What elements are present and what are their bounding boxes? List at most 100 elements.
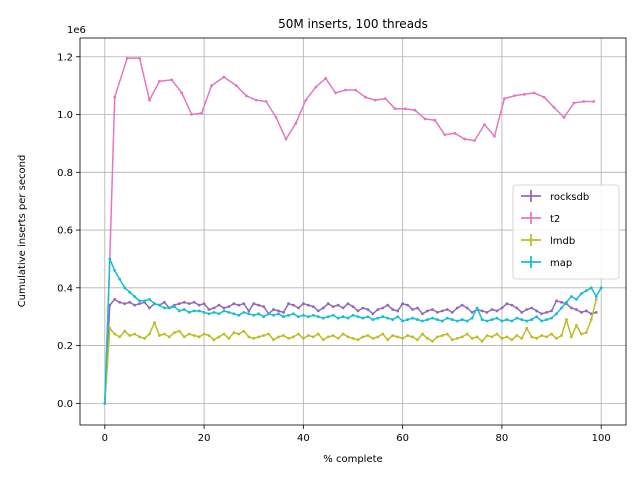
data-point-rocksdb [406, 303, 409, 307]
data-point-lmdb [167, 335, 171, 339]
data-point-lmdb [297, 332, 300, 336]
data-point-lmdb [406, 334, 409, 337]
data-point-lmdb [158, 334, 161, 337]
data-point-rocksdb [252, 302, 256, 306]
data-point-lmdb [490, 335, 494, 339]
data-point-rocksdb [435, 310, 439, 314]
data-point-map [103, 401, 107, 405]
data-point-rocksdb [376, 308, 380, 311]
data-point-map [247, 312, 251, 316]
data-point-lmdb [574, 323, 578, 327]
data-point-t2 [304, 98, 308, 102]
data-point-map [356, 315, 360, 319]
data-point-lmdb [252, 336, 256, 340]
data-point-rocksdb [118, 300, 122, 304]
data-point-map [336, 316, 340, 320]
data-point-map [366, 315, 370, 319]
data-point-lmdb [480, 339, 484, 343]
data-point-map [108, 257, 112, 261]
data-point-t2 [413, 108, 417, 112]
y-tick-label: 0.0 [57, 399, 73, 410]
data-point-map [450, 318, 454, 321]
data-point-t2 [463, 137, 467, 141]
data-point-rocksdb [495, 309, 499, 313]
data-point-t2 [453, 131, 457, 135]
data-point-map [118, 277, 122, 281]
data-point-rocksdb [148, 306, 151, 310]
data-point-map [232, 312, 236, 316]
data-point-lmdb [282, 334, 285, 337]
data-point-map [500, 319, 504, 323]
data-point-map [599, 286, 603, 290]
data-point-lmdb [426, 336, 429, 340]
data-point-t2 [138, 56, 141, 60]
y-tick-label: 1.0 [57, 110, 73, 121]
data-point-map [396, 315, 400, 319]
data-point-rocksdb [480, 309, 484, 313]
legend: rocksdb t2 lmdb map [512, 184, 620, 280]
data-point-rocksdb [510, 303, 514, 307]
data-point-lmdb [277, 335, 280, 339]
data-point-t2 [433, 118, 437, 122]
data-point-rocksdb [574, 308, 578, 311]
data-point-t2 [334, 91, 338, 95]
data-point-map [153, 302, 156, 306]
data-point-map [530, 318, 534, 321]
data-point-rocksdb [465, 306, 469, 310]
data-point-t2 [284, 137, 288, 141]
data-point-map [594, 295, 598, 298]
data-point-lmdb [594, 297, 598, 301]
data-point-map [480, 318, 484, 321]
data-point-map [525, 319, 529, 323]
data-point-t2 [170, 78, 174, 82]
data-point-map [386, 316, 390, 320]
x-tick-label: 20 [198, 433, 211, 444]
data-point-rocksdb [247, 309, 251, 313]
data-point-rocksdb [579, 310, 583, 314]
data-point-lmdb [242, 329, 246, 333]
data-point-map [301, 313, 305, 317]
data-point-lmdb [306, 334, 310, 337]
data-point-map [197, 309, 201, 313]
data-point-map [227, 310, 231, 314]
data-point-map [237, 313, 241, 317]
y-tick-label: 0.2 [57, 341, 73, 352]
data-point-map [272, 313, 275, 317]
data-point-rocksdb [217, 303, 221, 307]
data-point-lmdb [172, 331, 176, 334]
data-point-rocksdb [207, 308, 211, 311]
data-point-rocksdb [272, 308, 275, 311]
data-point-map [574, 297, 578, 301]
y-tick-label: 0.8 [57, 168, 73, 179]
data-point-lmdb [143, 336, 146, 340]
data-point-lmdb [316, 332, 320, 336]
data-point-t2 [364, 95, 367, 99]
data-point-map [162, 306, 166, 310]
data-point-map [376, 316, 380, 320]
data-point-lmdb [123, 329, 127, 333]
data-point-rocksdb [182, 300, 186, 304]
data-point-lmdb [326, 335, 330, 339]
data-point-lmdb [262, 334, 266, 337]
data-point-map [182, 308, 186, 311]
data-point-lmdb [435, 335, 439, 339]
data-point-lmdb [421, 332, 424, 336]
data-point-t2 [552, 105, 556, 109]
legend-item: rocksdb [521, 190, 589, 203]
data-point-lmdb [550, 332, 553, 336]
data-point-map [589, 286, 593, 290]
legend-label: map [550, 258, 572, 269]
data-point-map [138, 299, 141, 303]
data-point-lmdb [232, 331, 236, 334]
data-point-t2 [222, 75, 226, 79]
data-point-rocksdb [202, 302, 206, 306]
data-point-map [401, 319, 405, 323]
data-point-rocksdb [316, 309, 320, 313]
data-point-rocksdb [386, 303, 390, 307]
data-point-rocksdb [113, 297, 117, 301]
series-lmdb [103, 297, 598, 405]
data-point-lmdb [177, 329, 181, 333]
data-point-map [351, 313, 355, 317]
series-line-t2 [104, 57, 594, 404]
x-tick-label: 100 [592, 433, 611, 444]
